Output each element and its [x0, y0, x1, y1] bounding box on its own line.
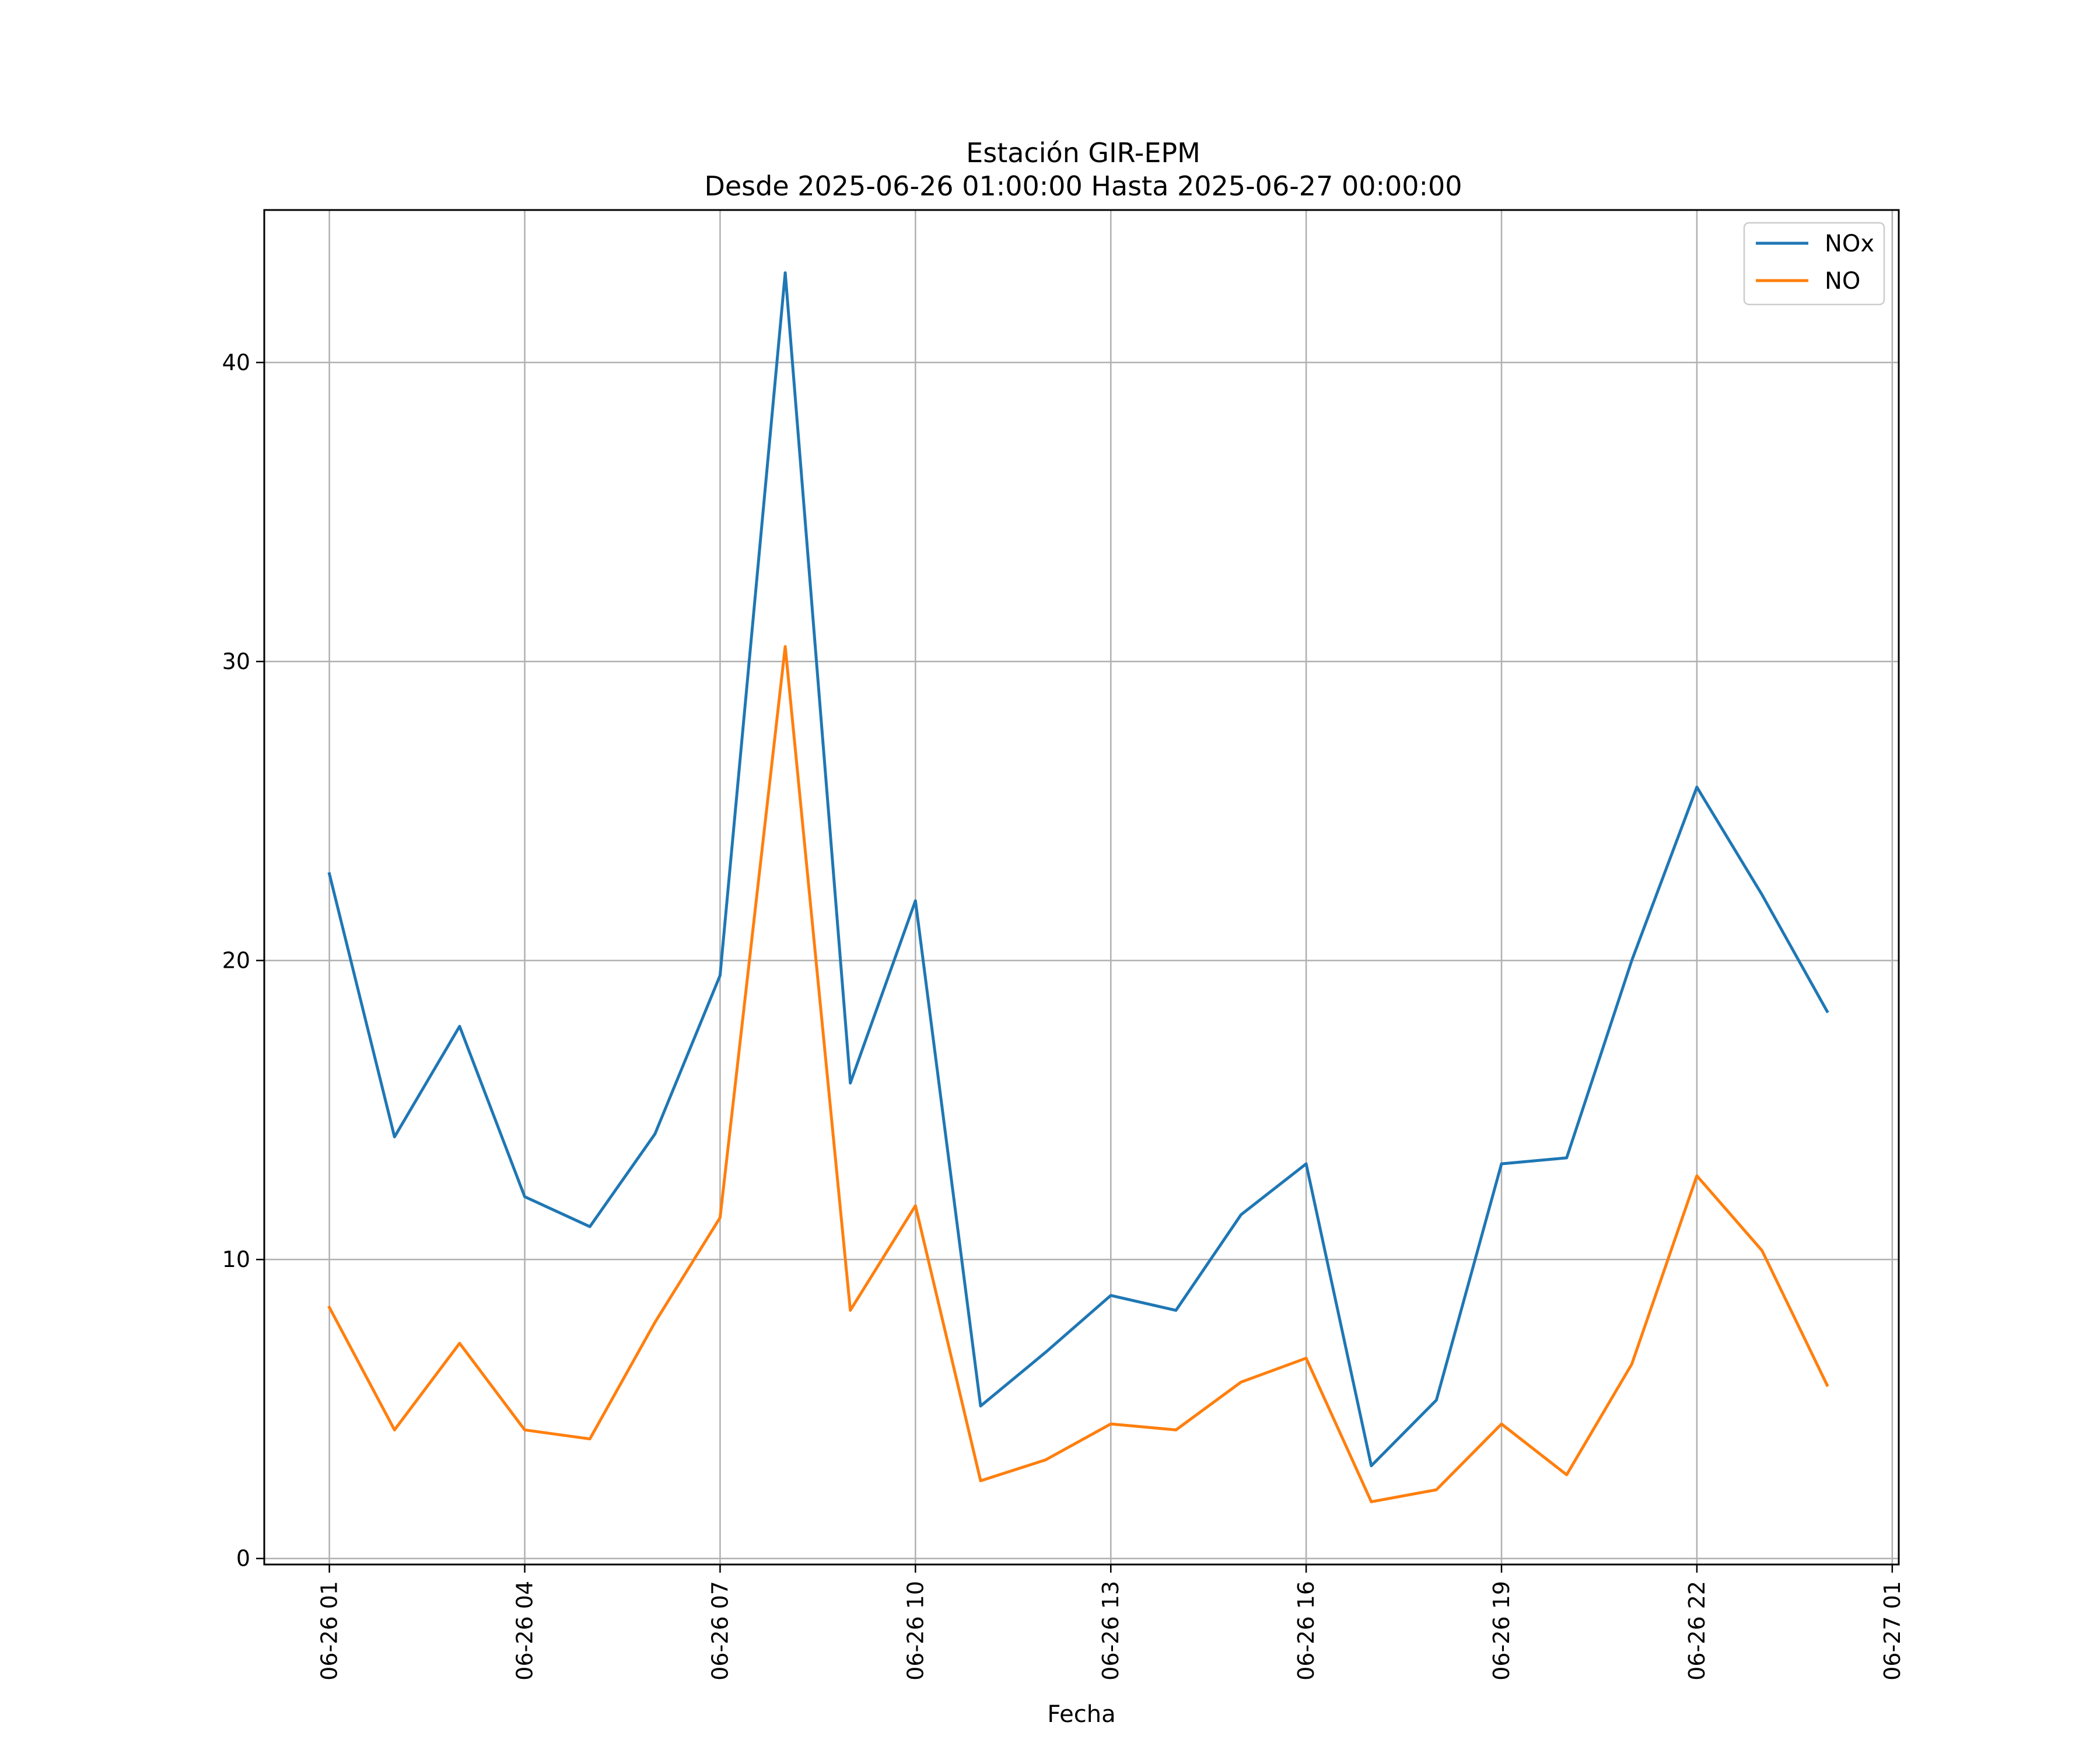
y-tick-label: 30	[222, 649, 250, 674]
y-tick-label: 40	[222, 349, 250, 375]
chart-subtitle: Desde 2025-06-26 01:00:00 Hasta 2025-06-…	[704, 170, 1462, 202]
plot-area-frame	[263, 209, 1900, 1566]
y-tick-label: 0	[236, 1546, 250, 1572]
y-tick-label: 10	[222, 1247, 250, 1272]
x-tick-label: 06-27 01	[1880, 1581, 1905, 1681]
axis-ticks: 06-26 01 06-26 04 06-26 07 06-26 10 06-26 13…	[222, 349, 1905, 1680]
x-tick-label: 06-26 10	[902, 1581, 928, 1681]
x-tick-label: 06-26 04	[512, 1581, 538, 1681]
legend: NOx NO	[1743, 222, 1885, 306]
x-tick-label: 06-26 13	[1098, 1581, 1124, 1681]
x-tick-label: 06-26 01	[317, 1581, 342, 1681]
y-tick-label: 20	[222, 948, 250, 974]
series-line-nox	[327, 271, 1829, 1468]
legend-label-nox: NOx	[1825, 230, 1874, 257]
grid	[264, 210, 1899, 1564]
chart-title: Estación GIR-EPM	[966, 137, 1200, 169]
legend-label-no: NO	[1825, 268, 1860, 295]
x-tick-label: 06-26 07	[707, 1581, 733, 1681]
x-tick-label: 06-26 16	[1293, 1581, 1319, 1681]
x-axis-label: Fecha	[1047, 1701, 1115, 1728]
series-line-no	[327, 645, 1829, 1503]
x-tick-label: 06-26 19	[1489, 1581, 1514, 1681]
plot-series	[327, 271, 1829, 1503]
x-tick-label: 06-26 22	[1684, 1581, 1710, 1681]
